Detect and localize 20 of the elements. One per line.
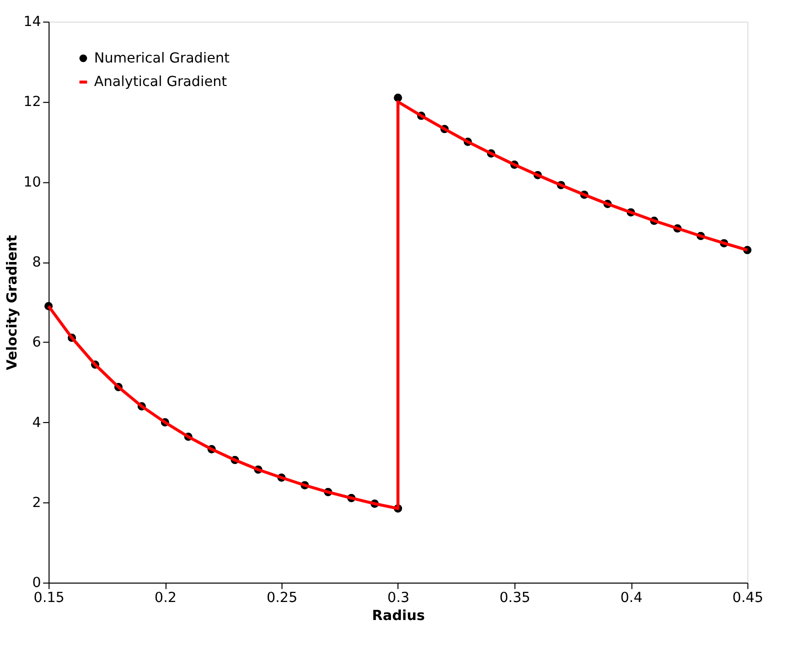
- y-axis-title: Velocity Gradient: [4, 234, 21, 370]
- x-tick-label: 0.3: [387, 590, 410, 606]
- y-tick-label: 10: [23, 174, 42, 190]
- point: [394, 94, 402, 102]
- y-tick-label: 0: [32, 575, 42, 592]
- x-tick-label: 0.45: [732, 590, 764, 606]
- legend-label: Numerical Gradient: [94, 50, 230, 66]
- x-tick-label: 0.2: [154, 590, 177, 606]
- y-tick-label: 14: [23, 14, 42, 30]
- y-tick-label: 6: [32, 334, 42, 351]
- y-tick-label: 4: [32, 414, 42, 431]
- x-tick-label: 0.4: [620, 590, 643, 606]
- x-axis-title: Radius: [372, 608, 425, 624]
- legend-label: Analytical Gradient: [94, 74, 228, 90]
- x-tick-label: 0.25: [266, 590, 298, 606]
- x-tick-label: 0.35: [499, 590, 530, 606]
- x-tick-label: 0.15: [34, 590, 64, 606]
- y-tick-label: 2: [32, 494, 42, 511]
- y-tick-label: 8: [32, 254, 42, 271]
- y-tick-label: 12: [23, 94, 42, 110]
